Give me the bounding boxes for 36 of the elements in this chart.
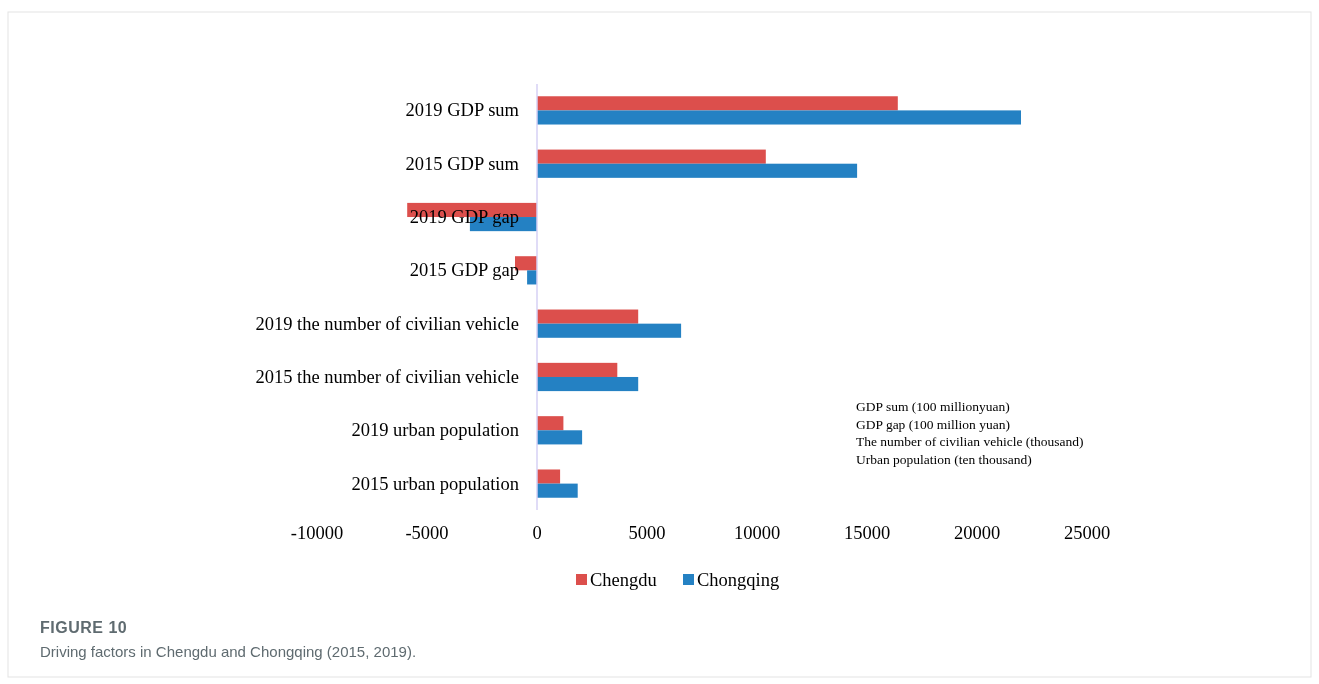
bar [537,309,639,324]
annotation: GDP gap (100 million yuan) [856,416,1010,432]
annotation: GDP sum (100 millionyuan) [856,399,1010,414]
x-tick-label: 25000 [1063,523,1111,543]
bar [537,163,858,178]
x-tick-label: 0 [532,523,542,543]
y-tick-label: 2015 GDP gap [409,260,519,281]
bar [537,96,898,111]
y-tick-label: 2019 the number of civilian vehicle [255,313,519,334]
annotation: The number of civilian vehicle (thousand) [856,434,1084,449]
y-tick-label: 2019 urban population [351,420,519,441]
text: Driving factors in Chengdu and Chongqing (2015, 2019). [40,643,417,660]
bar [527,270,537,285]
x-tick-label: 20000 [953,523,1001,543]
y-tick-label: 2015 the number of civilian vehicle [255,366,519,387]
bar [537,416,564,431]
x-tick-label: 10000 [733,523,781,543]
annotation: Urban population (ten thousand) [856,451,1032,467]
legend-label: Chengdu [590,570,657,590]
x-tick-label: 15000 [843,523,891,543]
bar [537,483,578,498]
x-tick-label: -5000 [405,523,449,543]
y-tick-label: 2015 urban population [351,473,519,494]
legend-label: Chongqing [697,570,780,590]
bar [537,110,1021,125]
x-tick-label: 5000 [628,523,666,543]
bar [537,469,561,484]
bar [537,149,766,164]
y-tick-label: 2015 GDP sum [405,153,520,174]
bar [537,430,583,445]
bar [537,376,639,392]
x-tick-label: -10000 [290,523,344,543]
y-tick-label: 2019 GDP sum [405,100,520,121]
bar [537,323,682,338]
text: FIGURE 10 [40,619,128,636]
bar [537,362,618,377]
